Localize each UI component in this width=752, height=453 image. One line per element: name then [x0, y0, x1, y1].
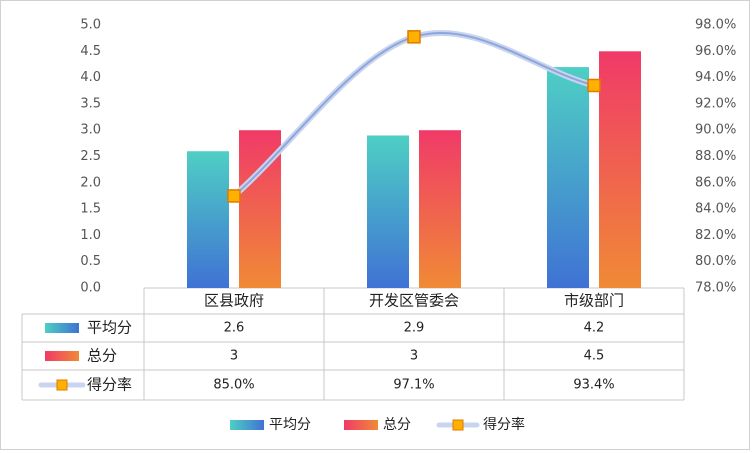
left-tick-label: 3.0 [80, 123, 101, 138]
legend-label: 总分 [383, 417, 411, 433]
right-tick-label: 84.0% [695, 202, 736, 217]
left-tick-label: 4.0 [80, 70, 101, 85]
table-cell-value: 2.6 [224, 321, 245, 336]
rate-marker [227, 189, 241, 203]
right-tick-label: 94.0% [695, 70, 736, 85]
legend-label: 平均分 [269, 417, 311, 433]
legend-label: 得分率 [483, 416, 525, 433]
bar-total [599, 51, 641, 288]
right-tick-label: 98.0% [695, 18, 736, 33]
right-tick-label: 86.0% [695, 175, 736, 190]
right-tick-label: 96.0% [695, 44, 736, 59]
bar-average [547, 67, 589, 288]
table-legend-key [45, 323, 79, 333]
table-row-label: 总分 [87, 347, 117, 365]
left-tick-label: 2.5 [80, 149, 101, 164]
legend-key-total [344, 420, 378, 430]
table-legend-key [45, 351, 79, 361]
category-label: 开发区管委会 [369, 292, 459, 310]
left-tick-label: 2.0 [80, 175, 101, 190]
legend-key-rate-marker [452, 419, 464, 431]
table-legend-key [56, 379, 68, 391]
left-tick-label: 1.5 [80, 202, 101, 217]
table-cell-value: 97.1% [393, 378, 434, 393]
axes: 0.0 0.5 1.0 1.5 2.0 2.5 3.0 3.5 4.0 4.5 5.0 78.0% 80… [80, 18, 736, 296]
right-tick-label: 90.0% [695, 123, 736, 138]
rate-line [227, 29, 601, 203]
table-row-label: 平均分 [87, 319, 132, 337]
right-tick-label: 82.0% [695, 228, 736, 243]
left-tick-label: 1.0 [80, 228, 101, 243]
bar-average [367, 135, 409, 288]
table-cell-value: 2.9 [404, 321, 425, 336]
bar-total [419, 130, 461, 288]
table-cell-value: 85.0% [213, 378, 254, 393]
left-tick-label: 4.5 [80, 44, 101, 59]
table-cell-value: 3 [230, 349, 238, 364]
table-cell-value: 93.4% [573, 378, 614, 393]
left-tick-label: 5.0 [80, 18, 101, 33]
bar-average [187, 151, 229, 288]
table-cell-value: 3 [410, 349, 418, 364]
left-tick-label: 0.0 [80, 281, 101, 296]
rate-line-glow [231, 29, 597, 199]
right-tick-label: 80.0% [695, 254, 736, 269]
table-row-label: 得分率 [87, 376, 132, 394]
category-label: 市级部门 [564, 292, 624, 310]
legend-key-average [230, 420, 264, 430]
left-tick-label: 3.5 [80, 96, 101, 111]
right-tick-label: 78.0% [695, 281, 736, 296]
left-tick-label: 0.5 [80, 254, 101, 269]
rate-marker [587, 78, 601, 93]
bars [187, 51, 641, 288]
right-tick-label: 92.0% [695, 96, 736, 111]
rate-line-path [233, 31, 595, 197]
table-cell-value: 4.2 [584, 321, 605, 336]
right-tick-label: 88.0% [695, 149, 736, 164]
legend: 平均分 总分 得分率 [230, 416, 525, 433]
table-cell-value: 4.5 [584, 349, 605, 364]
category-label: 区县政府 [204, 292, 264, 310]
rate-marker [407, 30, 421, 44]
